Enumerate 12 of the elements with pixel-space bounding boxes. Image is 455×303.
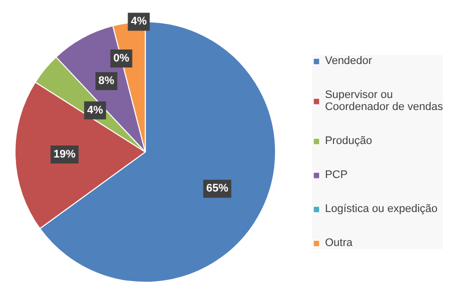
legend-label: Outra [324,236,352,248]
data-label: 8% [98,75,115,88]
legend-label: Supervisor ou Coordenador de vendas [324,88,443,112]
legend-label: PCP [324,168,348,180]
data-label: 19% [54,148,76,161]
data-label: 65% [206,182,228,195]
legend-label: Logística ou expedição [324,202,438,214]
legend-label: Produção [324,134,372,146]
data-label: 4% [130,16,147,28]
text: 0% [113,52,130,64]
data-label: 4% [87,104,104,116]
legend-label: Vendedor [324,54,372,66]
